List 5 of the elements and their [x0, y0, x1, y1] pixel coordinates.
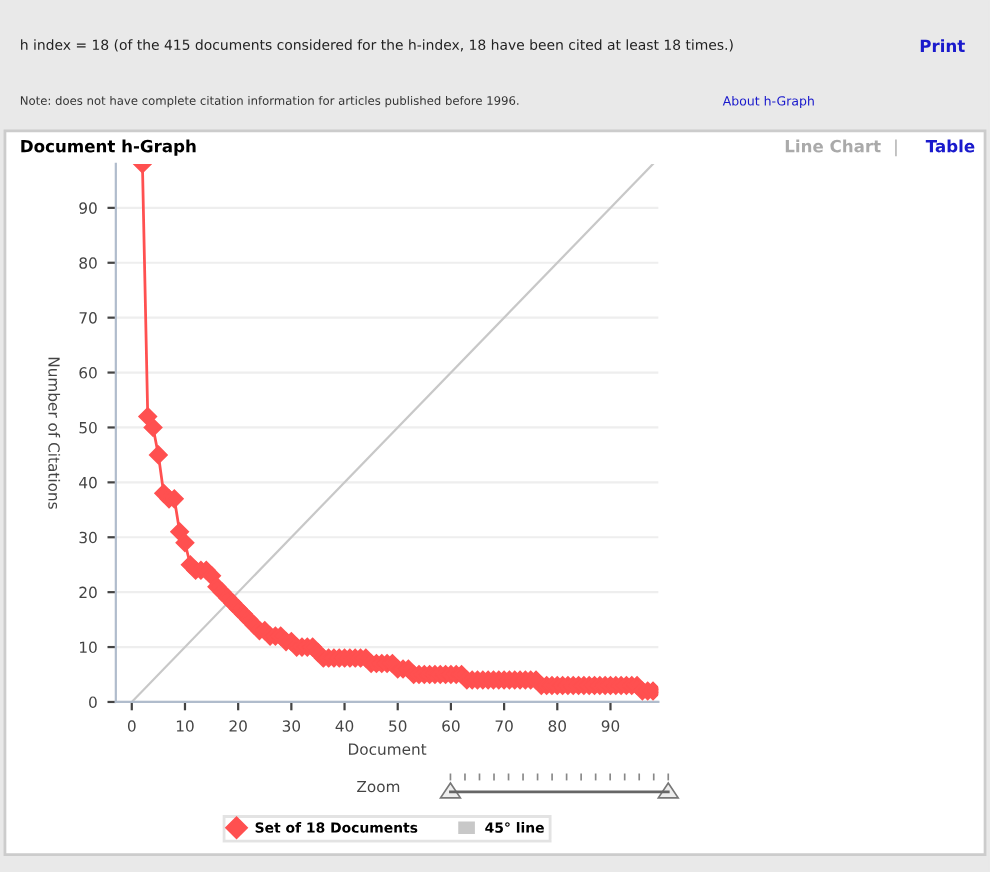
chart-title: Document h-Graph [21, 139, 196, 156]
text: | [895, 139, 897, 157]
text: Print [920, 39, 965, 52]
text: Table [925, 139, 975, 153]
text: Line Chart [785, 139, 881, 153]
